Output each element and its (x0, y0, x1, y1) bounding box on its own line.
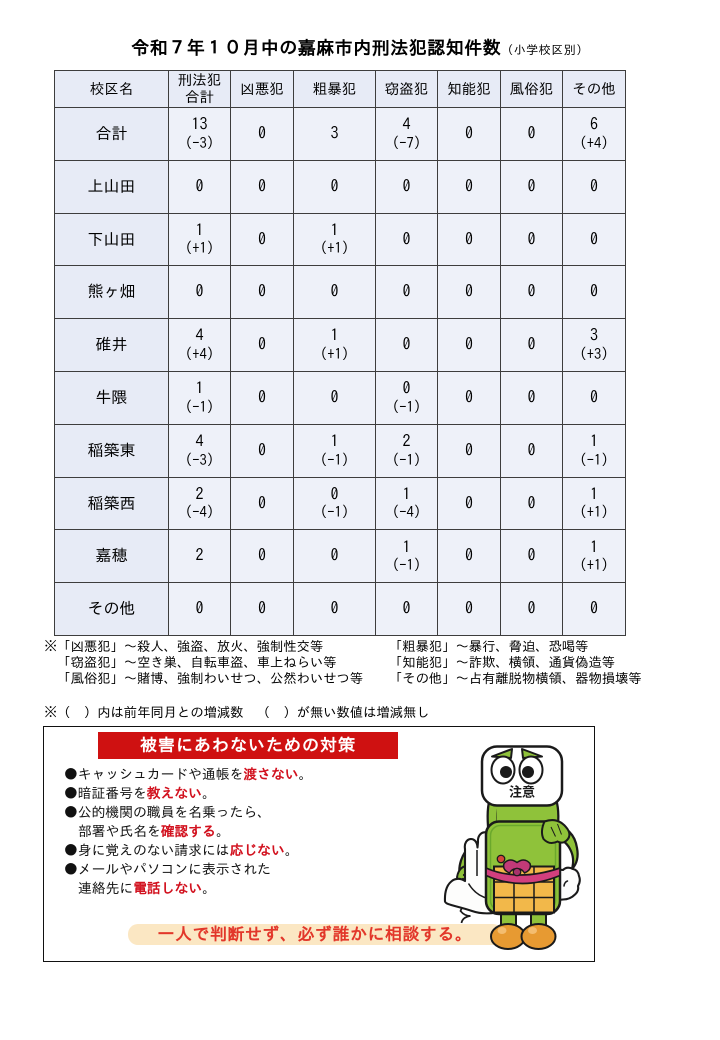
svg-text:注意: 注意 (509, 782, 535, 801)
